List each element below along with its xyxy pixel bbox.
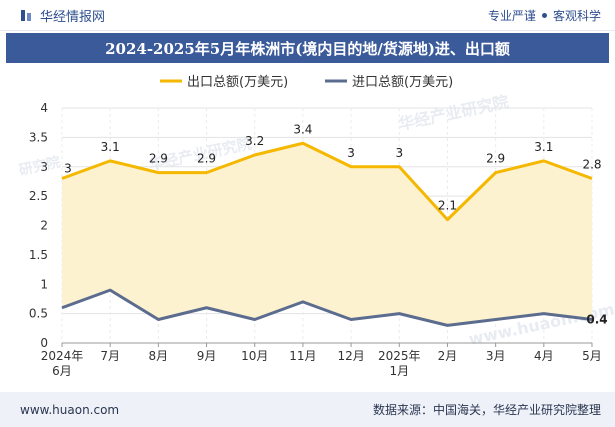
x-tick-label: 5月 — [582, 349, 602, 363]
legend: 出口总额(万美元) 进口总额(万美元) — [160, 75, 453, 90]
x-tick-label: 12月 — [337, 349, 364, 363]
brand[interactable]: 华经情报网 — [20, 6, 105, 25]
data-label: 3 — [395, 146, 403, 160]
tagline-dot-icon — [541, 12, 547, 18]
tagline: 专业严谨 客观科学 — [488, 7, 601, 24]
y-tick-label: 0.5 — [29, 307, 48, 321]
y-tick-label: 4 — [40, 101, 48, 115]
y-tick-label: 1.5 — [29, 248, 48, 262]
data-label: 2.9 — [149, 152, 168, 166]
x-tick-label: 7月 — [100, 349, 120, 363]
data-label: 2.8 — [582, 158, 601, 172]
brand-name: 华经情报网 — [40, 9, 106, 25]
series-line-import — [61, 288, 593, 327]
y-tick-label: 2.5 — [29, 189, 48, 203]
tagline-right: 客观科学 — [552, 8, 601, 23]
x-tick-label: 11月 — [289, 349, 316, 363]
data-label: 0.4 — [586, 313, 607, 327]
series-line-export — [61, 141, 593, 222]
y-tick-label: 3.5 — [29, 130, 48, 144]
x-tick-label: 2月 — [438, 349, 458, 363]
x-tick-label: 3月 — [486, 349, 506, 363]
series — [61, 141, 593, 327]
y-tick-label: 2 — [40, 219, 48, 233]
x-tick-label: 2024年 6月 — [41, 349, 84, 378]
footer-site-link[interactable]: www.huaon.com — [20, 402, 120, 417]
data-label: 2.9 — [197, 152, 216, 166]
x-tick-label: 2025年 1月 — [378, 349, 421, 378]
data-label: 2.9 — [486, 152, 505, 166]
legend-label: 出口总额(万美元) — [187, 75, 288, 90]
data-label: 3.1 — [101, 140, 120, 154]
data-label: 3.4 — [293, 122, 312, 136]
x-tick-label: 10月 — [241, 349, 268, 363]
data-label: 2.1 — [438, 199, 457, 213]
x-tick-label: 8月 — [149, 349, 169, 363]
x-tick-label: 9月 — [197, 349, 217, 363]
footer-source: 数据来源：中国海关，华经产业研究院整理 — [372, 403, 601, 417]
fill-area — [62, 143, 592, 326]
y-tick-label: 3 — [40, 160, 48, 174]
data-label: 3 — [64, 162, 72, 176]
axes: 0 0.5 1 1.5 2 2.5 3 3.5 4 2024年 6月 7月 8月 9月 10月 11月 12月 2… — [29, 101, 602, 378]
area-between-series — [62, 143, 592, 326]
data-labels: 3 3.1 2.9 2.9 3.2 3.4 3 3 2.1 2.9 3.1 2.8 0.4 — [64, 122, 607, 326]
y-tick-label: 1 — [40, 277, 48, 291]
data-label: 3 — [347, 146, 355, 160]
data-label: 3.1 — [534, 140, 553, 154]
watermark-text: 华经产业研究院 — [397, 92, 511, 134]
tagline-left: 专业严谨 — [487, 8, 536, 23]
footer: www.huaon.com 数据来源：中国海关，华经产业研究院整理 — [0, 392, 615, 427]
brand-logo-icon — [20, 8, 34, 22]
legend-label: 进口总额(万美元) — [352, 75, 453, 90]
chart-title: 2024-2025年5月年株洲市(境内目的地/货源地)进、出口额 — [6, 33, 609, 63]
top-bar: 华经情报网 专业严谨 客观科学 — [0, 0, 615, 31]
x-tick-label: 4月 — [534, 349, 554, 363]
data-label: 3.2 — [245, 134, 264, 148]
y-tick-label: 0 — [40, 336, 48, 350]
